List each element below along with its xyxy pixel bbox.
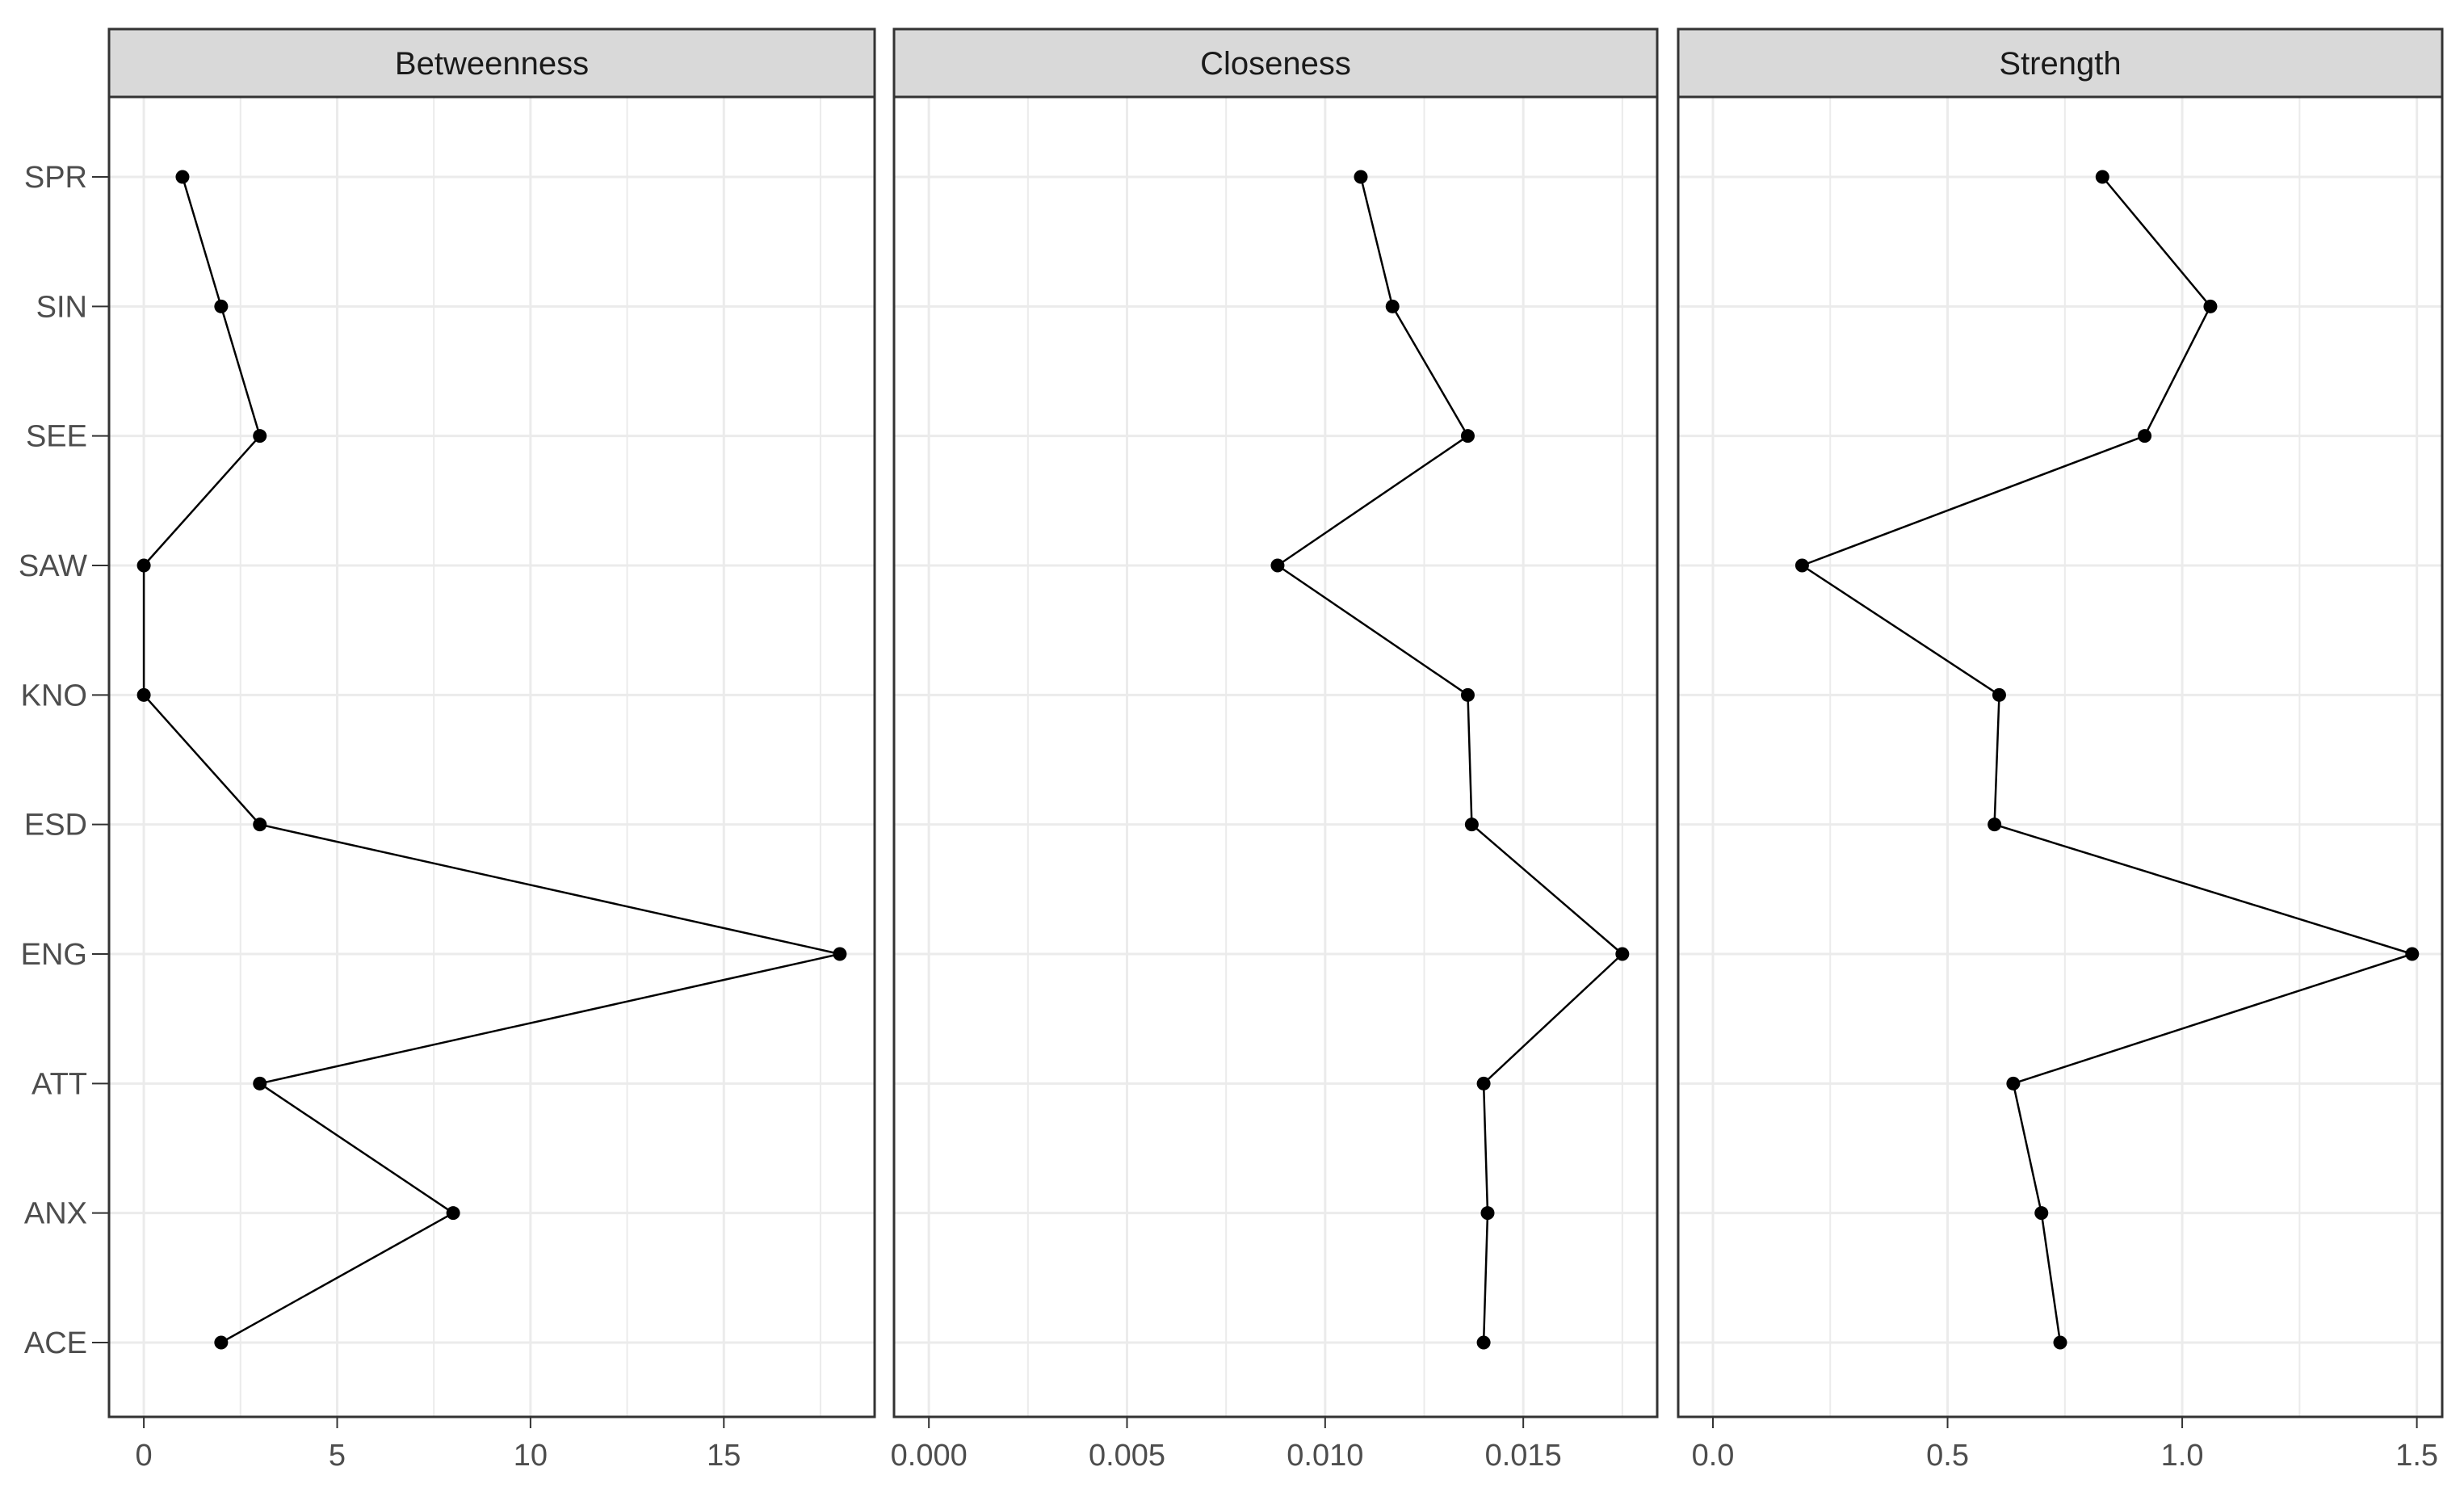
facet-strip-closeness: [892, 27, 1659, 99]
data-point-closeness-spr: [1354, 170, 1368, 184]
data-point-betweenness-saw: [136, 558, 151, 573]
y-tick-label-esd: ESD: [24, 809, 87, 843]
facet-strip-strength: [1677, 27, 2444, 99]
series-line-betweenness: [142, 176, 842, 1344]
x-tick-label-betweenness: 0: [136, 1439, 153, 1473]
x-tick-label-strength: 1.5: [2395, 1439, 2438, 1473]
facet-title-closeness: Closeness: [1200, 46, 1351, 82]
x-tick-label-closeness: 0.010: [1287, 1439, 1363, 1473]
data-point-strength-sin: [2203, 299, 2218, 313]
data-point-betweenness-esd: [253, 817, 267, 832]
y-tick-label-see: SEE: [26, 420, 87, 454]
data-point-betweenness-kno: [136, 687, 151, 702]
data-point-closeness-esd: [1464, 817, 1479, 832]
panel-background-closeness: [894, 97, 1657, 1417]
data-point-strength-spr: [2095, 170, 2109, 184]
series-line-strength: [1801, 176, 2414, 1343]
data-point-betweenness-spr: [175, 170, 190, 184]
data-point-closeness-kno: [1460, 687, 1475, 702]
y-tick-label-anx: ANX: [24, 1197, 87, 1231]
data-point-betweenness-att: [253, 1076, 267, 1091]
x-tick-label-closeness: 0.005: [1089, 1439, 1165, 1473]
data-point-betweenness-see: [253, 429, 267, 443]
facet-title-betweenness: Betweenness: [395, 46, 589, 82]
x-tick-label-betweenness: 15: [707, 1439, 741, 1473]
x-tick-label-strength: 0.0: [1692, 1439, 1735, 1473]
data-point-closeness-anx: [1480, 1206, 1495, 1221]
data-point-betweenness-sin: [214, 299, 229, 313]
data-point-betweenness-eng: [833, 947, 847, 961]
data-point-strength-eng: [2405, 947, 2420, 961]
data-point-closeness-eng: [1615, 947, 1630, 961]
data-point-strength-saw: [1794, 558, 1809, 573]
y-tick-label-saw: SAW: [19, 549, 87, 583]
data-point-strength-att: [2006, 1076, 2021, 1091]
data-point-closeness-ace: [1476, 1335, 1491, 1350]
y-tick-label-spr: SPR: [24, 161, 87, 195]
x-tick-label-strength: 1.0: [2161, 1439, 2204, 1473]
facet-strip-betweenness: [107, 27, 876, 99]
data-point-strength-esd: [1988, 817, 2002, 832]
panel-background-strength: [1678, 97, 2442, 1417]
data-point-betweenness-anx: [446, 1206, 460, 1221]
data-point-strength-ace: [2053, 1335, 2067, 1350]
x-tick-label-betweenness: 10: [514, 1439, 548, 1473]
data-point-strength-see: [2138, 429, 2152, 443]
y-tick-label-kno: KNO: [21, 679, 87, 712]
x-tick-label-closeness: 0.015: [1485, 1439, 1562, 1473]
data-point-closeness-see: [1460, 429, 1475, 443]
panel-background-betweenness: [109, 97, 875, 1417]
data-point-closeness-att: [1476, 1076, 1491, 1091]
data-point-strength-kno: [1992, 687, 2006, 702]
data-point-strength-anx: [2034, 1206, 2049, 1221]
y-tick-label-eng: ENG: [21, 938, 87, 972]
series-line-closeness: [1276, 176, 1624, 1343]
data-point-betweenness-ace: [214, 1335, 229, 1350]
x-tick-label-closeness: 0.000: [891, 1439, 968, 1473]
y-tick-label-att: ATT: [31, 1067, 87, 1101]
y-tick-label-ace: ACE: [24, 1326, 87, 1360]
x-tick-label-betweenness: 5: [329, 1439, 346, 1473]
facet-title-strength: Strength: [1999, 46, 2121, 82]
x-tick-label-strength: 0.5: [1926, 1439, 1969, 1473]
data-point-closeness-sin: [1385, 299, 1400, 313]
data-point-closeness-saw: [1270, 558, 1285, 573]
y-tick-label-sin: SIN: [36, 290, 87, 324]
